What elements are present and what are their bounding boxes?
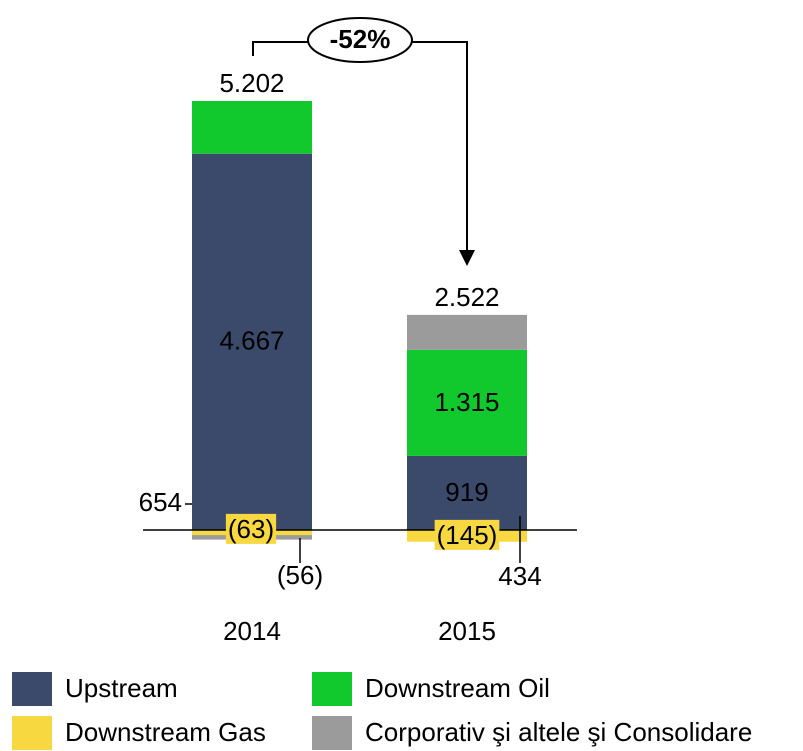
value-label: 919 xyxy=(445,477,488,507)
legend-label: Corporativ şi altele şi Consolidare xyxy=(365,717,752,747)
value-label: (63) xyxy=(228,514,274,544)
x-tick-label: 2015 xyxy=(438,616,496,646)
bar-segment xyxy=(192,153,312,530)
legend-label: Downstream Gas xyxy=(65,717,266,747)
legend-swatch xyxy=(12,672,52,706)
value-label: 654 xyxy=(139,487,182,517)
annotation: -52% xyxy=(330,24,391,54)
bar-segment xyxy=(407,455,527,530)
legend-label: Downstream Oil xyxy=(365,673,550,703)
value-label: (56) xyxy=(277,560,323,590)
arrow-head xyxy=(459,250,475,266)
bar-segment xyxy=(407,314,527,350)
annotation-oval xyxy=(307,17,413,63)
value-label: 4.667 xyxy=(219,326,284,356)
legend-swatch xyxy=(12,716,52,750)
bar-segment xyxy=(407,349,527,456)
value-label: 1.315 xyxy=(434,387,499,417)
legend-label: Upstream xyxy=(65,673,178,703)
x-tick-label: 2014 xyxy=(223,616,281,646)
legend-swatch xyxy=(312,716,352,750)
total-label: 2.522 xyxy=(434,282,499,312)
change-bracket xyxy=(252,41,468,255)
label-box xyxy=(434,519,500,550)
label-box xyxy=(225,513,277,544)
total-label: 5.202 xyxy=(219,68,284,98)
bar-segment xyxy=(192,101,312,154)
value-label: 434 xyxy=(498,561,541,591)
value-label: (145) xyxy=(437,520,498,550)
legend-swatch xyxy=(312,672,352,706)
